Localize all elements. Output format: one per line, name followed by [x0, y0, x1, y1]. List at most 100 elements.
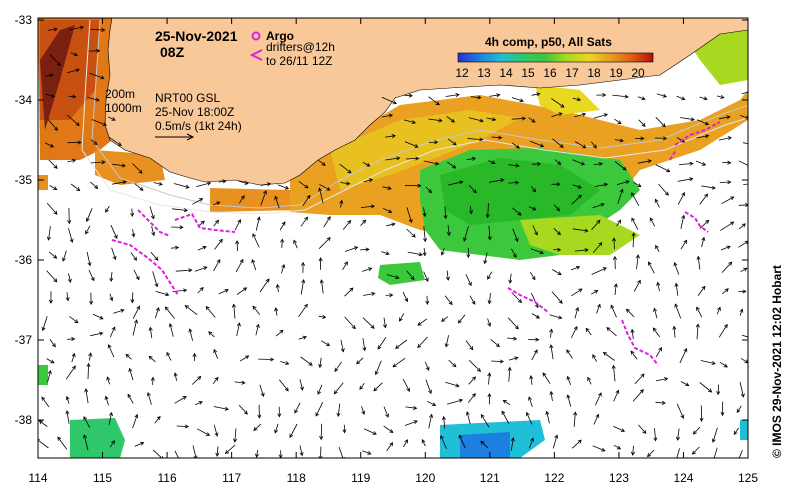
current-arrow: [468, 205, 473, 215]
current-arrow: [218, 179, 227, 184]
current-arrow: [361, 267, 373, 272]
current-arrow: [38, 420, 48, 427]
current-arrow: [47, 27, 58, 32]
current-arrow: [696, 255, 701, 270]
current-arrow: [447, 138, 457, 146]
current-arrow: [738, 160, 748, 168]
current-arrow: [49, 339, 56, 348]
current-arrow: [336, 403, 341, 418]
colorbar-tick-label: 20: [631, 66, 645, 80]
current-arrow: [403, 119, 417, 125]
current-arrow: [215, 446, 220, 457]
current-arrow: [446, 224, 451, 237]
current-arrow: [654, 136, 668, 141]
current-arrow: [234, 380, 246, 385]
current-arrow: [722, 160, 732, 165]
current-arrow: [238, 180, 249, 185]
current-arrow: [531, 92, 541, 97]
current-arrow: [259, 278, 270, 293]
current-arrow: [89, 292, 94, 306]
current-arrow: [402, 291, 409, 303]
sst-patch-leeuwin: [40, 25, 75, 130]
current-arrow: [528, 206, 537, 211]
current-arrow: [299, 445, 304, 457]
current-arrow: [317, 384, 323, 395]
x-tick-label: 115: [93, 471, 112, 485]
current-arrow: [507, 366, 512, 382]
current-arrow: [362, 161, 371, 167]
current-arrow: [294, 402, 301, 414]
current-arrow: [208, 331, 215, 338]
current-arrow: [738, 449, 743, 458]
current-arrow: [68, 25, 85, 31]
current-arrow: [109, 271, 114, 283]
current-arrow: [62, 250, 67, 262]
current-arrow: [445, 270, 450, 281]
current-arrow: [128, 367, 134, 381]
current-arrow: [680, 117, 695, 122]
current-arrow: [712, 447, 718, 458]
plot-area: [38, 18, 748, 458]
current-arrow: [377, 337, 387, 350]
sst-field: [38, 18, 748, 458]
current-arrow: [635, 136, 645, 141]
current-arrow: [655, 244, 660, 253]
current-arrow: [680, 214, 686, 229]
current-arrow: [255, 450, 260, 458]
current-arrow: [342, 424, 347, 434]
current-arrow: [233, 428, 238, 443]
current-arrow: [501, 410, 510, 424]
current-arrow: [592, 354, 598, 362]
current-arrow: [107, 344, 115, 358]
current-arrow: [152, 449, 164, 458]
current-arrow: [466, 156, 477, 161]
current-arrow: [83, 416, 91, 428]
current-arrow: [719, 115, 731, 120]
current-arrow: [614, 138, 624, 143]
current-arrow: [45, 93, 56, 98]
colorbar-tick-label: 18: [587, 66, 601, 80]
current-arrow: [342, 261, 348, 271]
current-arrow: [235, 240, 240, 252]
current-arrow: [531, 292, 539, 309]
x-tick-label: 122: [544, 471, 564, 485]
current-arrow: [406, 207, 413, 224]
current-arrow: [739, 382, 745, 398]
current-arrow: [637, 159, 652, 164]
current-arrow: [572, 97, 582, 102]
current-arrow: [170, 245, 180, 250]
current-arrow: [656, 93, 668, 98]
current-arrow: [508, 356, 519, 361]
current-arrow: [632, 389, 644, 402]
current-arrow: [381, 96, 397, 105]
current-arrow: [320, 340, 331, 346]
gsl-label-line2: 25-Nov 18:00Z: [155, 105, 234, 119]
current-arrow: [529, 375, 534, 385]
current-arrow: [105, 205, 110, 213]
current-arrow: [298, 303, 308, 318]
current-arrow: [566, 375, 571, 385]
current-arrow: [175, 268, 193, 273]
current-arrow: [552, 138, 564, 148]
current-arrow: [382, 186, 392, 191]
x-axis-labels: 114 115 116 117 118 119 120 121 122 123 124 125: [28, 471, 758, 485]
current-arrow: [447, 161, 457, 169]
current-arrow: [741, 334, 748, 338]
current-arrow: [553, 228, 561, 236]
current-arrow: [489, 178, 505, 183]
current-arrow: [275, 283, 280, 293]
current-arrow: [173, 372, 178, 381]
current-arrow: [47, 118, 58, 131]
current-arrow: [719, 180, 732, 185]
current-arrow: [406, 228, 416, 238]
current-arrow: [720, 221, 735, 231]
current-arrow: [574, 306, 580, 319]
plot-frame: [37, 17, 749, 459]
current-arrow: [656, 281, 661, 292]
current-arrow: [508, 273, 513, 284]
argo-label: Argo: [266, 29, 294, 43]
x-tick-label: 116: [158, 471, 177, 485]
current-arrow: [525, 411, 533, 425]
current-arrow: [148, 326, 153, 339]
current-arrow: [743, 183, 748, 185]
